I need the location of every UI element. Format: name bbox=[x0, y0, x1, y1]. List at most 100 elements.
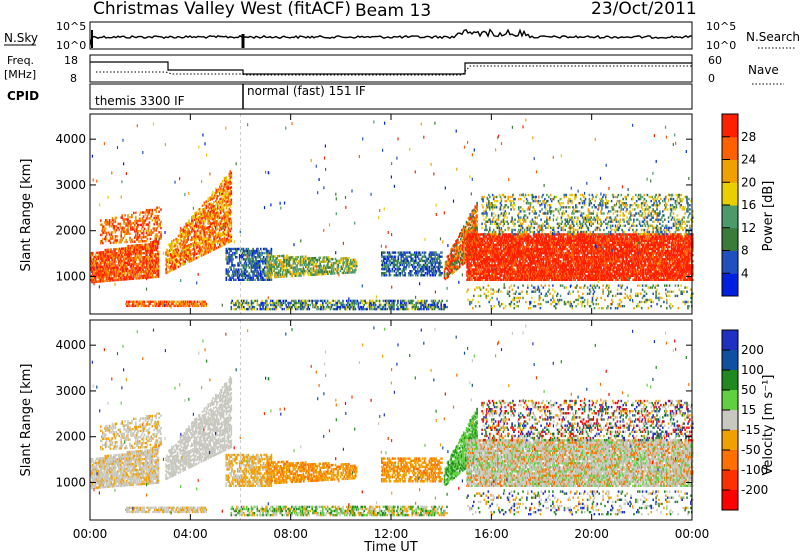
echo-cell bbox=[123, 257, 126, 260]
echo-cell bbox=[304, 299, 307, 303]
echo-cell bbox=[150, 253, 152, 256]
echo-cell bbox=[391, 267, 394, 271]
echo-cell bbox=[173, 263, 176, 266]
echo-cell bbox=[437, 301, 440, 305]
echo-cell bbox=[136, 252, 138, 255]
echo-cell bbox=[359, 301, 362, 305]
echo-cell bbox=[128, 249, 131, 252]
echo-cell bbox=[154, 244, 157, 248]
echo-cell bbox=[115, 264, 117, 267]
echo-cell bbox=[90, 258, 92, 261]
echo-cell bbox=[197, 304, 200, 308]
echo-cell bbox=[154, 239, 156, 242]
echo-cell bbox=[129, 246, 132, 250]
echo-cell bbox=[401, 270, 403, 273]
echo-cell bbox=[301, 299, 304, 303]
echo-cell bbox=[147, 209, 150, 212]
echo-cell bbox=[132, 228, 134, 231]
echo-cell bbox=[420, 257, 423, 260]
echo-cell bbox=[399, 263, 401, 267]
echo-cell bbox=[320, 303, 322, 307]
echo-cell bbox=[101, 273, 104, 277]
echo-cell bbox=[101, 277, 104, 281]
echo-cell bbox=[155, 267, 158, 270]
echo-cell bbox=[132, 258, 135, 262]
echo-cell bbox=[113, 277, 115, 280]
echo-cell bbox=[132, 269, 135, 272]
echo-cell bbox=[424, 299, 426, 303]
echo-cell bbox=[307, 273, 310, 277]
echo-cell bbox=[168, 249, 170, 253]
echo-cell bbox=[127, 244, 130, 248]
echo-cell bbox=[386, 259, 389, 263]
echo-cell bbox=[201, 216, 204, 220]
echo-cell bbox=[99, 265, 102, 269]
echo-cell bbox=[167, 270, 169, 274]
echo-cell bbox=[93, 270, 96, 273]
echo-cell bbox=[411, 270, 413, 273]
echo-cell bbox=[435, 265, 437, 269]
echo-cell bbox=[171, 269, 173, 272]
echo-cell bbox=[117, 222, 120, 226]
echo-cell bbox=[111, 223, 114, 226]
echo-cell bbox=[468, 233, 470, 236]
echo-cell bbox=[130, 252, 133, 256]
echo-cell bbox=[95, 255, 98, 259]
echo-cell bbox=[114, 258, 116, 261]
echo-cell bbox=[155, 257, 158, 260]
echo-cell bbox=[109, 267, 111, 270]
echo-cell bbox=[177, 265, 180, 269]
echo-cell bbox=[151, 269, 153, 273]
echo-cell bbox=[243, 307, 246, 311]
echo-cell bbox=[429, 274, 432, 277]
echo-cell bbox=[97, 276, 100, 279]
echo-cell bbox=[132, 244, 135, 247]
echo-cell bbox=[145, 262, 147, 265]
echo-cell bbox=[104, 237, 107, 241]
echo-cell bbox=[148, 208, 151, 212]
echo-cell bbox=[114, 235, 117, 238]
noise-right-label: N.Search bbox=[746, 30, 800, 44]
echo-cell bbox=[125, 276, 128, 279]
echo-cell bbox=[151, 251, 154, 254]
echo-cell bbox=[121, 266, 123, 269]
echo-cell bbox=[355, 260, 358, 263]
echo-cell bbox=[151, 210, 154, 214]
echo-cell bbox=[156, 240, 159, 243]
echo-cell bbox=[173, 300, 176, 303]
echo-cell bbox=[150, 247, 152, 250]
echo-cell bbox=[134, 256, 137, 260]
echo-cell bbox=[95, 274, 98, 277]
echo-cell bbox=[283, 258, 286, 262]
echo-cell bbox=[177, 238, 180, 242]
echo-cell bbox=[173, 257, 176, 260]
echo-cell bbox=[146, 249, 148, 252]
echo-cell bbox=[322, 301, 324, 305]
echo-cell bbox=[225, 233, 228, 237]
echo-cell bbox=[106, 261, 108, 264]
echo-cell bbox=[160, 233, 162, 236]
echo-cell bbox=[400, 299, 402, 303]
cpid-mode-2: normal (fast) 151 IF bbox=[247, 84, 366, 98]
echo-cell bbox=[168, 243, 170, 246]
echo-cell bbox=[122, 257, 125, 261]
echo-cell bbox=[109, 250, 111, 253]
echo-cell bbox=[123, 230, 125, 234]
echo-cell bbox=[124, 240, 126, 244]
echo-cell bbox=[125, 273, 128, 277]
echo-cell bbox=[387, 257, 390, 260]
echo-cell bbox=[102, 229, 104, 232]
echo-cell bbox=[97, 257, 100, 261]
echo-cell bbox=[248, 305, 251, 309]
echo-cell bbox=[103, 271, 106, 274]
echo-cell bbox=[91, 262, 94, 265]
echo-cell bbox=[132, 240, 134, 243]
echo-cell bbox=[173, 265, 176, 268]
echo-cell bbox=[148, 265, 150, 269]
echo-cell bbox=[121, 226, 123, 229]
echo-cell bbox=[416, 270, 419, 273]
echo-cell bbox=[148, 231, 151, 234]
echo-cell bbox=[110, 271, 112, 274]
echo-cell bbox=[143, 258, 145, 261]
